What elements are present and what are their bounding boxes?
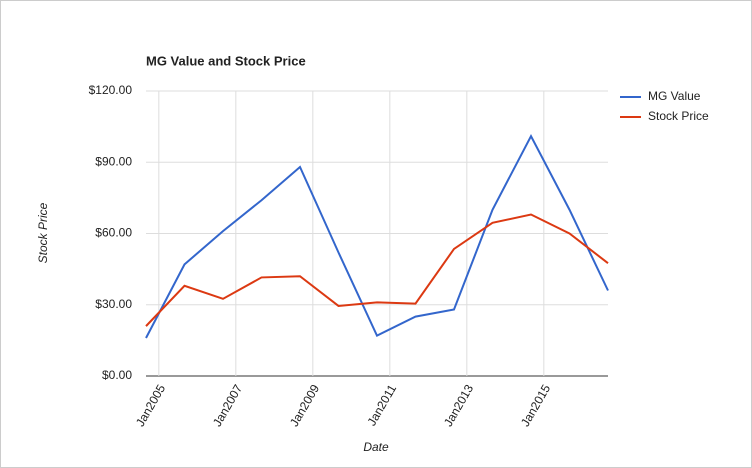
y-tick-label: $90.00	[95, 154, 132, 168]
series-line	[145, 133, 609, 339]
y-tick-label: $120.00	[89, 83, 133, 97]
y-tick-label: $0.00	[102, 368, 132, 382]
legend-label: MG Value	[648, 89, 701, 103]
series-line	[145, 213, 609, 327]
y-tick-label: $60.00	[95, 226, 132, 240]
x-axis-label: Date	[363, 440, 389, 454]
y-tick-label: $30.00	[95, 297, 132, 311]
chart-title: MG Value and Stock Price	[146, 53, 306, 68]
y-axis-label: Stock Price	[36, 202, 50, 263]
legend-label: Stock Price	[648, 109, 709, 123]
